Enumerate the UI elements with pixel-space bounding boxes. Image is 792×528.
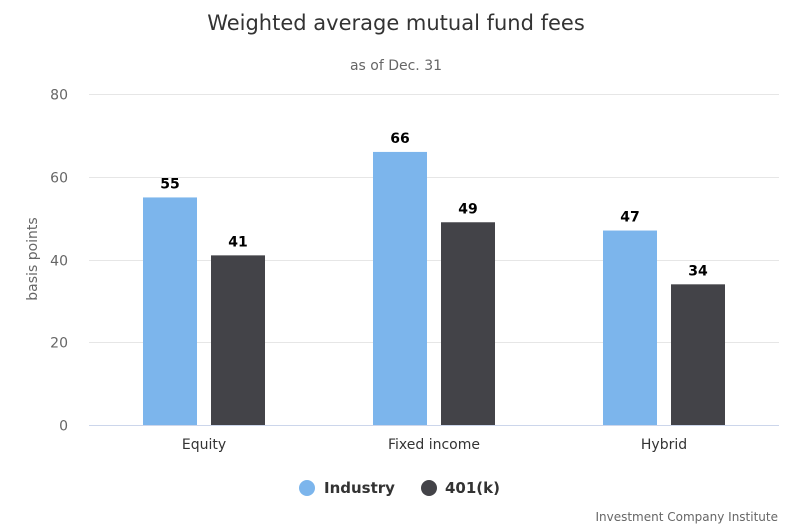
gridlines: [89, 94, 779, 343]
data-labels: 55 41 66 49 47 34: [160, 131, 708, 279]
bar-401k-2[interactable]: [671, 284, 725, 425]
data-label: 55: [160, 176, 179, 192]
x-category-label: Equity: [182, 437, 226, 453]
chart-title: Weighted average mutual fund fees: [207, 11, 585, 35]
data-label: 49: [458, 201, 477, 217]
data-label: 47: [620, 210, 639, 226]
legend-swatch: [421, 480, 437, 496]
chart-subtitle: as of Dec. 31: [350, 58, 442, 74]
bar-industry-1[interactable]: [373, 151, 427, 426]
y-tick-label: 80: [50, 88, 68, 104]
bar-401k-0[interactable]: [211, 255, 265, 425]
y-tick-label: 0: [59, 419, 68, 435]
data-label: 41: [228, 234, 247, 250]
legend-swatch: [299, 480, 315, 496]
y-tick-label: 40: [50, 254, 68, 270]
chart-credit: Investment Company Institute: [595, 510, 778, 524]
y-axis-ticks: 0 20 40 60 80: [50, 88, 68, 435]
data-label: 34: [688, 263, 708, 279]
legend[interactable]: Industry 401(k): [299, 479, 500, 497]
legend-label: Industry: [324, 479, 395, 497]
x-category-label: Hybrid: [641, 437, 687, 453]
bar-industry-0[interactable]: [143, 197, 197, 425]
x-category-label: Fixed income: [388, 437, 480, 453]
legend-item-industry[interactable]: Industry: [299, 479, 395, 497]
bars: [143, 151, 725, 426]
x-axis-categories: Equity Fixed income Hybrid: [182, 437, 687, 453]
bar-401k-1[interactable]: [441, 222, 495, 425]
y-tick-label: 60: [50, 171, 68, 187]
y-tick-label: 20: [50, 336, 68, 352]
data-label: 66: [390, 131, 409, 147]
legend-item-401k[interactable]: 401(k): [421, 479, 500, 497]
y-axis-label: basis points: [25, 217, 41, 300]
legend-label: 401(k): [445, 479, 500, 497]
bar-industry-2[interactable]: [603, 230, 657, 425]
